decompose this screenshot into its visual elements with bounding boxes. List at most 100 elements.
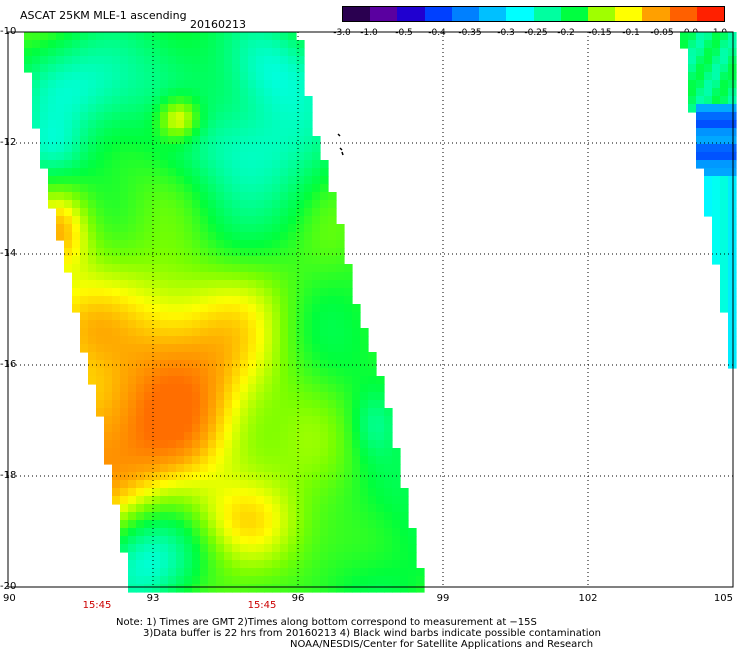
swath-cell bbox=[312, 336, 321, 345]
swath-cell bbox=[728, 216, 737, 225]
swath-cell bbox=[144, 136, 153, 145]
swath-cell bbox=[192, 576, 201, 585]
swath-cell bbox=[96, 352, 105, 361]
swath-cell bbox=[144, 160, 153, 169]
swath-cell bbox=[336, 488, 345, 497]
swath-cell bbox=[24, 32, 33, 41]
swath-cell bbox=[104, 56, 113, 65]
swath-cell bbox=[72, 184, 81, 193]
swath-cell bbox=[200, 464, 209, 473]
swath-cell bbox=[104, 104, 113, 113]
swath-cell bbox=[136, 336, 145, 345]
swath-cell bbox=[128, 248, 137, 257]
swath-cell bbox=[128, 584, 137, 593]
swath-cell bbox=[712, 216, 721, 225]
swath-cell bbox=[232, 264, 241, 273]
swath-cell bbox=[224, 152, 233, 161]
swath-cell bbox=[128, 528, 137, 537]
swath-cell bbox=[96, 248, 105, 257]
swath-cell bbox=[208, 280, 217, 289]
swath-cell bbox=[720, 176, 729, 185]
swath-cell bbox=[64, 256, 73, 265]
swath-cell bbox=[264, 328, 273, 337]
swath-cell bbox=[192, 128, 201, 137]
swath-cell bbox=[128, 192, 137, 201]
swath-cell bbox=[296, 400, 305, 409]
time-label: 15:45 bbox=[247, 600, 277, 611]
swath-cell bbox=[336, 264, 345, 273]
swath-cell bbox=[264, 72, 273, 81]
swath-cell bbox=[232, 432, 241, 441]
swath-cell bbox=[200, 352, 209, 361]
swath-cell bbox=[88, 336, 97, 345]
swath-cell bbox=[256, 48, 265, 57]
swath-cell bbox=[248, 192, 257, 201]
swath-cell bbox=[296, 136, 305, 145]
swath-cell bbox=[280, 152, 289, 161]
swath-cell bbox=[96, 304, 105, 313]
swath-cell bbox=[696, 120, 705, 129]
swath-cell bbox=[232, 64, 241, 73]
swath-cell bbox=[120, 272, 129, 281]
swath-cell bbox=[144, 232, 153, 241]
swath-cell bbox=[224, 288, 233, 297]
swath-cell bbox=[408, 544, 417, 553]
swath-cell bbox=[240, 264, 249, 273]
swath-cell bbox=[200, 376, 209, 385]
swath-cell bbox=[64, 104, 73, 113]
swath-cell bbox=[280, 560, 289, 569]
swath-cell bbox=[48, 200, 57, 209]
swath-cell bbox=[208, 320, 217, 329]
swath-cell bbox=[80, 120, 89, 129]
swath-cell bbox=[720, 288, 729, 297]
swath-cell bbox=[720, 112, 729, 121]
swath-cell bbox=[208, 272, 217, 281]
swath-cell bbox=[312, 216, 321, 225]
swath-cell bbox=[80, 160, 89, 169]
swath-cell bbox=[264, 144, 273, 153]
swath-cell bbox=[288, 448, 297, 457]
swath-cell bbox=[368, 408, 377, 417]
swath-cell bbox=[144, 40, 153, 49]
swath-cell bbox=[192, 376, 201, 385]
swath-cell bbox=[64, 184, 73, 193]
swath-cell bbox=[304, 432, 313, 441]
swath-cell bbox=[120, 432, 129, 441]
swath-cell bbox=[216, 320, 225, 329]
swath-cell bbox=[312, 424, 321, 433]
swath-cell bbox=[112, 96, 121, 105]
swath-cell bbox=[184, 104, 193, 113]
swath-cell bbox=[136, 536, 145, 545]
swath-cell bbox=[200, 400, 209, 409]
swath-cell bbox=[192, 392, 201, 401]
swath-cell bbox=[216, 496, 225, 505]
swath-cell bbox=[176, 480, 185, 489]
swath-cell bbox=[112, 176, 121, 185]
swath-cell bbox=[304, 112, 313, 121]
swath-cell bbox=[320, 336, 329, 345]
swath-cell bbox=[696, 32, 705, 41]
swath-cell bbox=[696, 96, 705, 105]
swath-cell bbox=[48, 192, 57, 201]
swath-cell bbox=[264, 504, 273, 513]
swath-cell bbox=[376, 448, 385, 457]
swath-cell bbox=[120, 224, 129, 233]
swath-cell bbox=[304, 576, 313, 585]
colorbar-segment bbox=[696, 7, 725, 21]
swath-cell bbox=[728, 72, 737, 81]
swath-cell bbox=[712, 256, 721, 265]
swath-cell bbox=[72, 152, 81, 161]
swath-cell bbox=[240, 496, 249, 505]
swath-cell bbox=[216, 48, 225, 57]
swath-cell bbox=[336, 584, 345, 593]
swath-cell bbox=[184, 400, 193, 409]
swath-cell bbox=[152, 216, 161, 225]
swath-cell bbox=[264, 128, 273, 137]
swath-cell bbox=[240, 152, 249, 161]
swath-cell bbox=[688, 40, 697, 49]
swath-cell bbox=[248, 144, 257, 153]
swath-cell bbox=[248, 112, 257, 121]
swath-cell bbox=[160, 248, 169, 257]
swath-cell bbox=[184, 568, 193, 577]
swath-cell bbox=[320, 520, 329, 529]
